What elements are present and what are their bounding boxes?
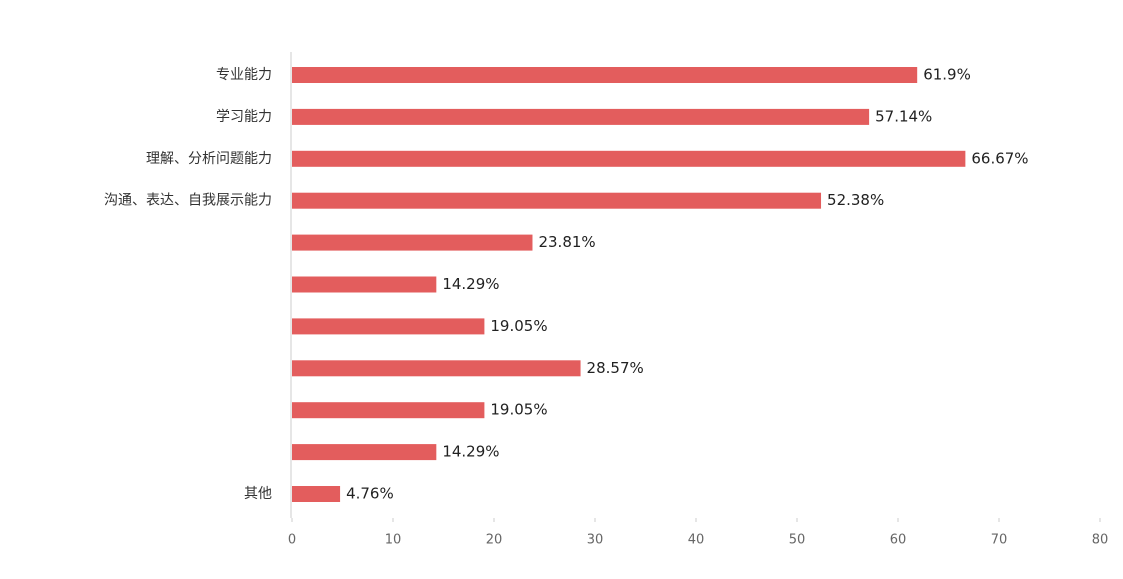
y-tick-label: 理解、分析问题能力 <box>146 151 272 167</box>
bar <box>292 486 341 502</box>
value-label: 52.38% <box>827 191 884 209</box>
x-tick-label: 40 <box>688 533 705 548</box>
value-label: 4.76% <box>346 485 394 503</box>
bar <box>292 234 533 251</box>
bar <box>292 444 437 461</box>
x-tick-label: 30 <box>587 533 604 548</box>
value-label: 28.57% <box>587 359 644 377</box>
bar <box>292 276 437 293</box>
value-label: 14.29% <box>442 275 499 293</box>
x-tick-label: 60 <box>890 533 907 548</box>
x-tick-label: 10 <box>385 533 402 548</box>
bar <box>292 150 966 167</box>
bar <box>292 318 485 335</box>
x-tick-label: 80 <box>1092 533 1109 548</box>
y-tick-label: 专业能力 <box>216 67 272 83</box>
x-tick-label: 0 <box>288 533 296 548</box>
value-label: 66.67% <box>971 149 1028 167</box>
value-label: 57.14% <box>875 107 932 125</box>
y-tick-label: 学习能力 <box>216 109 272 125</box>
x-tick-label: 50 <box>789 533 806 548</box>
value-label: 61.9% <box>923 66 971 84</box>
bar <box>292 402 485 419</box>
bar <box>292 192 822 209</box>
value-label: 19.05% <box>490 401 547 419</box>
bar <box>292 108 870 125</box>
x-tick-label: 20 <box>486 533 503 548</box>
y-tick-label: 沟通、表达、自我展示能力 <box>104 193 272 209</box>
y-tick-label: 其他 <box>244 486 272 502</box>
value-label: 23.81% <box>538 233 595 251</box>
bar <box>292 67 918 83</box>
value-label: 19.05% <box>490 317 547 335</box>
x-tick-label: 70 <box>991 533 1008 548</box>
bar <box>292 360 581 377</box>
value-label: 14.29% <box>442 443 499 461</box>
